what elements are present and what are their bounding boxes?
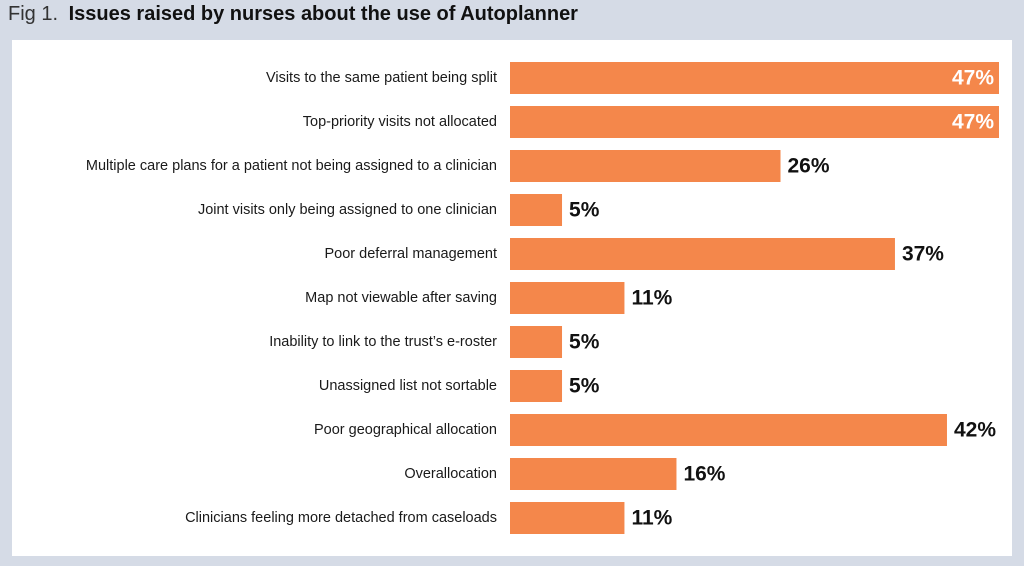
value-label: 5% xyxy=(569,331,600,354)
chart-heading: Fig 1. Issues raised by nurses about the… xyxy=(8,3,578,25)
bar xyxy=(510,194,563,226)
value-label: 11% xyxy=(631,507,672,530)
bar xyxy=(510,502,625,534)
bar xyxy=(510,238,895,270)
category-label: Multiple care plans for a patient not be… xyxy=(86,158,497,174)
bar xyxy=(510,62,999,94)
value-label: 37% xyxy=(902,243,944,266)
bar xyxy=(510,150,781,182)
category-label: Map not viewable after saving xyxy=(305,290,497,306)
bar xyxy=(510,106,999,138)
category-label: Unassigned list not sortable xyxy=(319,378,497,394)
value-label: 16% xyxy=(683,463,725,486)
category-label: Overallocation xyxy=(404,466,497,482)
category-label: Joint visits only being assigned to one … xyxy=(198,202,497,218)
category-label: Poor geographical allocation xyxy=(314,422,497,438)
bar xyxy=(510,326,563,358)
bar xyxy=(510,414,947,446)
bar xyxy=(510,370,563,402)
bar xyxy=(510,282,625,314)
category-label: Poor deferral management xyxy=(325,246,498,262)
value-label: 42% xyxy=(954,419,996,442)
chart-title: Issues raised by nurses about the use of… xyxy=(69,3,579,25)
value-label: 47% xyxy=(952,111,994,134)
value-label: 47% xyxy=(952,67,994,90)
category-label: Inability to link to the trust’s e-roste… xyxy=(269,334,497,350)
category-label: Clinicians feeling more detached from ca… xyxy=(185,510,497,526)
value-label: 11% xyxy=(631,287,672,310)
value-label: 26% xyxy=(788,155,830,178)
bar xyxy=(510,458,677,490)
category-label: Visits to the same patient being split xyxy=(266,70,497,86)
category-label: Top-priority visits not allocated xyxy=(303,114,497,130)
value-label: 5% xyxy=(569,199,600,222)
value-label: 5% xyxy=(569,375,600,398)
figure-label: Fig 1. xyxy=(8,3,58,25)
